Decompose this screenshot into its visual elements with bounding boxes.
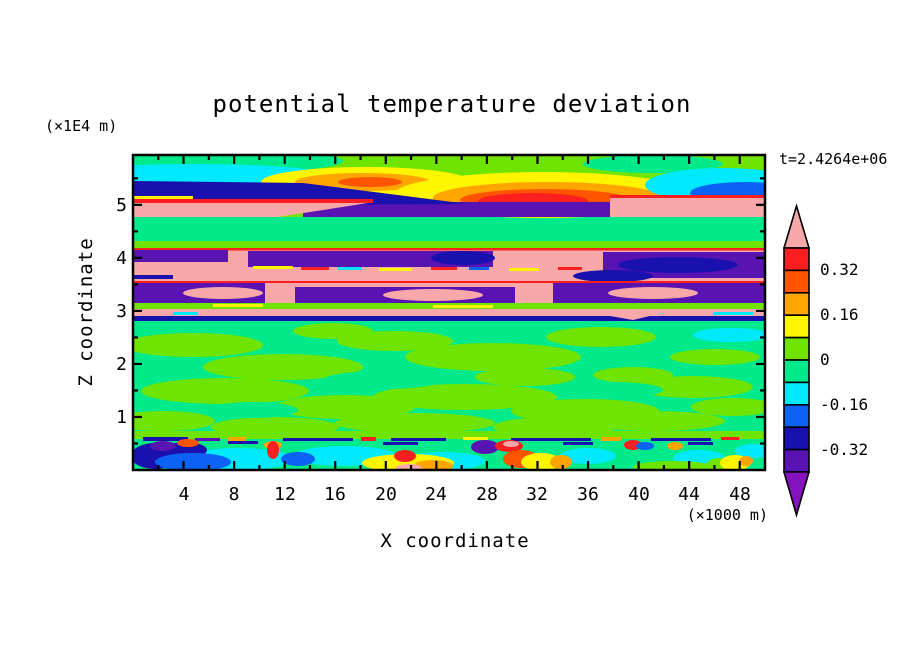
x-tick-label: 12 <box>274 484 296 505</box>
colorbar-segment <box>783 269 810 294</box>
x-tick-label: 4 <box>179 484 190 505</box>
x-tick-label: 40 <box>628 484 650 505</box>
x-tick-label: 44 <box>678 484 700 505</box>
colorbar-segment <box>783 404 810 429</box>
plot-border <box>131 153 767 472</box>
colorbar-under-arrow <box>782 471 811 518</box>
colorbar-tick-label: 0.32 <box>820 260 859 279</box>
x-tick-label: 8 <box>229 484 240 505</box>
plot-area <box>131 153 767 472</box>
x-axis-unit-label: (×1000 m) <box>687 506 768 524</box>
colorbar <box>782 203 811 518</box>
colorbar-segment <box>783 292 810 317</box>
x-axis-label: X coordinate <box>380 530 529 552</box>
colorbar-tick-labels: 0.32 0.16 0 -0.16 -0.32 <box>820 260 868 459</box>
y-tick-label: 1 <box>116 407 127 428</box>
colorbar-over-arrow <box>782 203 811 249</box>
colorbar-segment <box>783 359 810 384</box>
colorbar-segment <box>783 426 810 451</box>
y-tick-labels: 1 2 3 4 5 <box>116 195 127 428</box>
x-tick-label: 32 <box>526 484 548 505</box>
y-axis-label: Z coordinate <box>75 237 97 386</box>
colorbar-segment <box>783 336 810 361</box>
x-tick-labels: 4 8 12 16 20 24 28 32 36 40 44 48 <box>179 484 751 505</box>
x-tick-label: 48 <box>729 484 751 505</box>
colorbar-segment <box>783 314 810 339</box>
x-tick-label: 36 <box>577 484 599 505</box>
contour-field <box>133 155 765 470</box>
colorbar-segment <box>783 381 810 406</box>
y-tick-label: 4 <box>116 248 127 269</box>
x-tick-label: 28 <box>476 484 498 505</box>
chart-title: potential temperature deviation <box>213 90 692 118</box>
y-tick-label: 3 <box>116 301 127 322</box>
colorbar-tick-label: 0.16 <box>820 305 859 324</box>
y-axis-unit-label: (×1E4 m) <box>45 117 117 135</box>
colorbar-tick-label: -0.32 <box>820 440 868 459</box>
time-label: t=2.4264e+06 <box>779 150 887 168</box>
x-tick-label: 16 <box>324 484 346 505</box>
colorbar-tick-label: 0 <box>820 350 830 369</box>
x-tick-label: 24 <box>425 484 447 505</box>
colorbar-segment <box>783 247 810 272</box>
y-tick-label: 2 <box>116 354 127 375</box>
colorbar-segment <box>783 448 810 473</box>
y-tick-label: 5 <box>116 195 127 216</box>
colorbar-segments <box>783 247 810 473</box>
x-tick-label: 20 <box>375 484 397 505</box>
colorbar-tick-label: -0.16 <box>820 395 868 414</box>
